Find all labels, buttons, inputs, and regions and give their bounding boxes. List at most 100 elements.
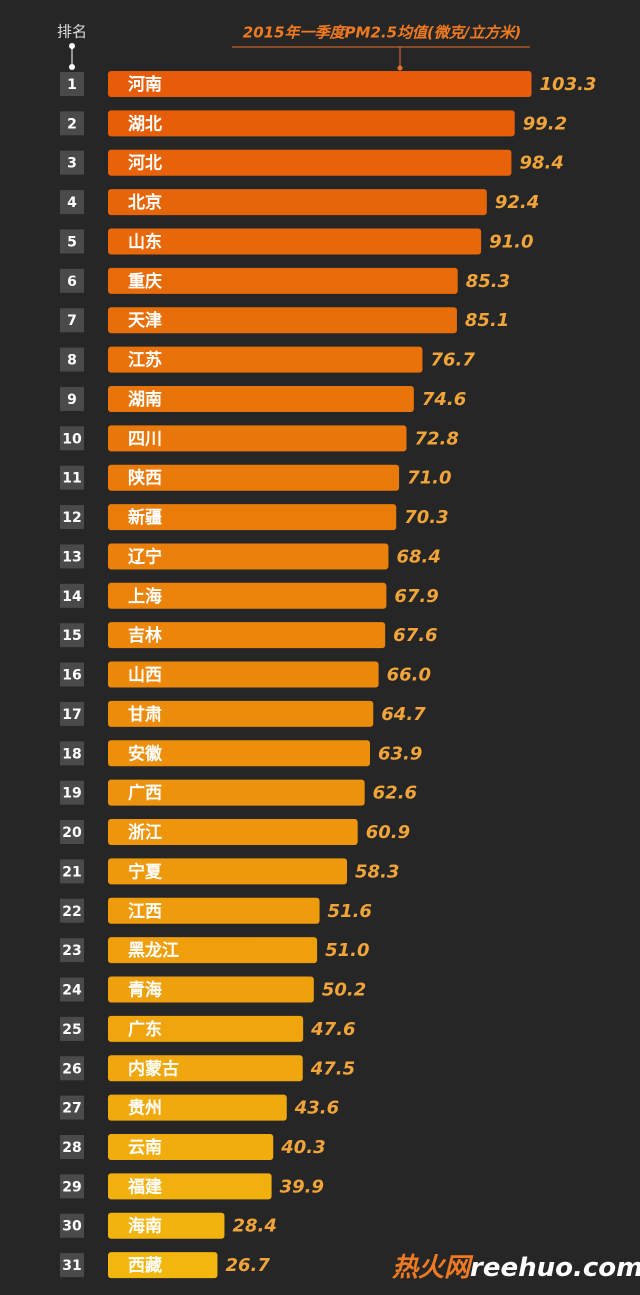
rank-box xyxy=(60,268,84,293)
rank-label: 5 xyxy=(67,234,77,250)
bar xyxy=(108,1094,287,1121)
category-label: 四川 xyxy=(128,429,162,449)
category-label: 宁夏 xyxy=(128,861,163,882)
rank-label: 9 xyxy=(67,392,77,408)
rank-label: 23 xyxy=(62,943,81,959)
rank-label: 20 xyxy=(62,825,82,841)
category-label: 青海 xyxy=(128,980,162,1001)
dot xyxy=(69,64,75,70)
value-label: 98.4 xyxy=(519,153,563,174)
rank-box xyxy=(60,505,84,530)
category-label: 广东 xyxy=(128,1019,162,1040)
category-label: 江西 xyxy=(128,902,162,922)
bar xyxy=(108,661,379,688)
bar xyxy=(108,622,386,649)
rank-box xyxy=(60,386,84,411)
value-label: 47.6 xyxy=(310,1019,355,1040)
rank-label: 19 xyxy=(62,786,81,802)
rank-label: 29 xyxy=(62,1179,81,1195)
rank-label: 18 xyxy=(62,746,81,762)
bar xyxy=(108,228,482,255)
bar xyxy=(108,740,370,767)
bar xyxy=(108,71,532,97)
value-label: 67.9 xyxy=(394,586,438,607)
dot xyxy=(397,65,403,71)
bar xyxy=(108,1173,272,1200)
rank-box xyxy=(60,938,84,963)
bar xyxy=(108,189,487,216)
rank-box xyxy=(60,544,84,569)
bar xyxy=(108,897,320,924)
rank-label: 3 xyxy=(67,156,77,172)
rank-box xyxy=(60,426,84,451)
category-label: 山东 xyxy=(128,231,162,252)
rank-label: 28 xyxy=(62,1140,81,1156)
rank-label: 16 xyxy=(62,668,81,684)
rank-box xyxy=(60,1016,84,1041)
value-label: 26.7 xyxy=(225,1255,270,1276)
bar xyxy=(108,700,374,727)
bar xyxy=(108,1015,304,1042)
rank-label: 8 xyxy=(67,353,77,369)
rank-label: 10 xyxy=(62,431,82,447)
category-label: 吉林 xyxy=(128,625,162,646)
bar xyxy=(108,858,348,885)
bar xyxy=(108,976,314,1003)
rank-label: 25 xyxy=(62,1022,81,1038)
rank-box xyxy=(60,111,84,136)
value-label: 40.3 xyxy=(280,1137,325,1158)
rank-label: 2 xyxy=(67,116,77,132)
rank-box xyxy=(60,1253,84,1278)
value-label: 63.9 xyxy=(378,743,422,764)
bar xyxy=(108,385,414,412)
value-label: 70.3 xyxy=(404,507,448,528)
bar xyxy=(108,307,457,334)
rank-label: 13 xyxy=(62,549,81,565)
value-label: 58.3 xyxy=(355,861,399,882)
value-label: 60.9 xyxy=(366,822,410,843)
value-label: 39.9 xyxy=(280,1176,324,1197)
category-label: 北京 xyxy=(128,192,162,213)
rank-label: 24 xyxy=(62,983,82,999)
rank-header: 排名 xyxy=(57,23,87,41)
rank-label: 4 xyxy=(67,195,77,211)
category-label: 辽宁 xyxy=(128,546,162,567)
watermark-domain: reehuo.com xyxy=(470,1253,640,1283)
bar xyxy=(108,819,358,846)
rank-box xyxy=(60,150,84,175)
rank-box xyxy=(60,977,84,1002)
value-label: 85.3 xyxy=(466,271,510,292)
category-label: 江苏 xyxy=(128,350,162,371)
value-label: 92.4 xyxy=(495,192,539,213)
rank-box xyxy=(60,1134,84,1159)
rank-box xyxy=(60,190,84,215)
rank-box xyxy=(60,229,84,254)
rank-box xyxy=(60,308,84,333)
dot xyxy=(69,43,75,49)
rank-box xyxy=(60,662,84,687)
category-label: 河南 xyxy=(128,74,162,95)
rank-box xyxy=(60,741,84,766)
rank-box xyxy=(60,1174,84,1199)
value-label: 51.0 xyxy=(325,940,369,961)
rank-label: 22 xyxy=(62,904,81,920)
value-label: 47.5 xyxy=(310,1058,355,1079)
category-label: 浙江 xyxy=(128,822,162,843)
bar xyxy=(108,1252,218,1279)
rank-box xyxy=(60,583,84,608)
rank-box xyxy=(60,898,84,923)
category-label: 陕西 xyxy=(128,468,162,489)
bar xyxy=(108,464,400,491)
category-label: 黑龙江 xyxy=(128,940,179,961)
rank-box xyxy=(60,465,84,490)
rank-label: 6 xyxy=(67,274,77,290)
rank-label: 21 xyxy=(62,864,81,880)
rank-label: 17 xyxy=(62,707,81,723)
value-label: 64.7 xyxy=(381,704,426,725)
category-label: 新疆 xyxy=(128,507,162,528)
rank-box xyxy=(60,1095,84,1120)
category-label: 山西 xyxy=(128,666,162,686)
value-label: 51.6 xyxy=(328,901,372,922)
